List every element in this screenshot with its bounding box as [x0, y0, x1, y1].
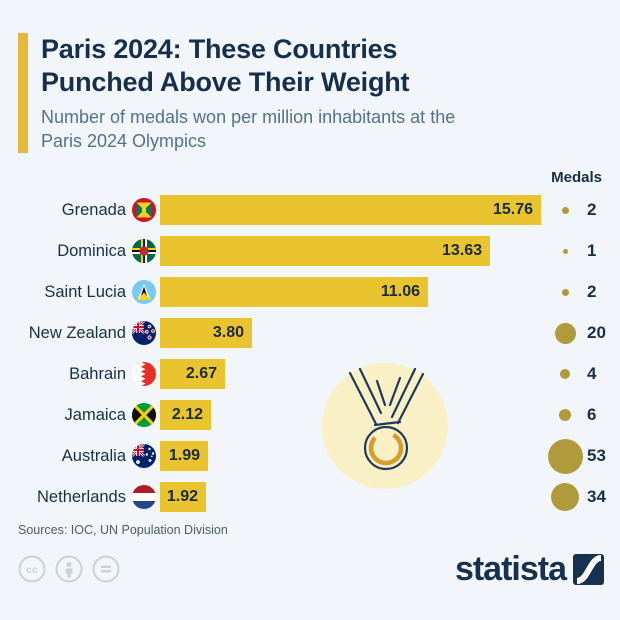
- bar-value-label: 15.76: [492, 201, 533, 219]
- bar-track: 11.06: [160, 277, 546, 308]
- page-title-line2: Punched Above Their Weight: [41, 66, 410, 97]
- australia-flag-icon: [132, 444, 156, 469]
- page-subtitle-line1: Number of medals won per million inhabit…: [41, 106, 456, 127]
- bar-track: 15.76: [160, 195, 546, 226]
- medal-count: 2: [587, 200, 597, 220]
- country-label: Grenada: [61, 200, 126, 219]
- cc-attribution-icon[interactable]: [55, 555, 83, 583]
- chart-row-new-zealand: New Zealand 3.80 20: [0, 318, 620, 349]
- medal-dot: [554, 322, 576, 344]
- grenada-flag-icon: [132, 198, 156, 223]
- bar-value-label: 1.92: [166, 488, 198, 506]
- bar: 1.92: [160, 482, 206, 513]
- bar-value-label: 13.63: [441, 242, 482, 260]
- medal-dot-box: [546, 355, 584, 393]
- bar-value-label: 2.67: [185, 365, 217, 383]
- medal-dot: [560, 369, 570, 380]
- country-label: Australia: [61, 446, 126, 465]
- medal-dot-box: [546, 396, 584, 434]
- bar-value-label: 1.99: [168, 447, 200, 465]
- page-subtitle: Number of medals won per million inhabit…: [41, 106, 455, 154]
- chart-row-bahrain: Bahrain 2.67 4: [0, 359, 620, 390]
- bahrain-flag-icon: [132, 362, 156, 387]
- medal-dot: [551, 483, 579, 512]
- saint-lucia-flag-icon: [132, 280, 156, 305]
- bar-track: 1.99: [160, 441, 546, 472]
- header-text: Paris 2024: These Countries Punched Abov…: [41, 33, 455, 153]
- medal-dot: [547, 438, 583, 474]
- bar: 15.76: [160, 195, 541, 226]
- cc-license-group[interactable]: cc: [18, 555, 120, 583]
- medal-dot-box: [546, 437, 584, 475]
- bar-track: 2.67: [160, 359, 546, 390]
- medal-dot: [562, 248, 568, 254]
- jamaica-flag-icon: [132, 403, 156, 428]
- medal-dot-box: [546, 478, 584, 516]
- chart-row-jamaica: Jamaica 2.12 6: [0, 400, 620, 431]
- medal-count: 34: [587, 487, 606, 507]
- new-zealand-flag-icon: [132, 321, 156, 346]
- olympic-medal-icon: [322, 363, 448, 489]
- netherlands-flag-icon: [132, 485, 156, 510]
- medal-dot-box: [546, 273, 584, 311]
- header: Paris 2024: These Countries Punched Abov…: [0, 0, 620, 154]
- bar-value-label: 2.12: [171, 406, 203, 424]
- chart-row-netherlands: Netherlands 1.92 34: [0, 482, 620, 513]
- bar-track: 3.80: [160, 318, 546, 349]
- country-label: Dominica: [57, 241, 126, 260]
- footer: cc statista: [0, 552, 620, 586]
- svg-text:cc: cc: [26, 564, 38, 576]
- page-subtitle-line2: Paris 2024 Olympics: [41, 130, 207, 151]
- statista-wordmark: statista: [454, 550, 567, 589]
- bar-track: 13.63: [160, 236, 546, 267]
- chart-row-dominica: Dominica 13.63 1: [0, 236, 620, 267]
- medal-dot-box: [546, 232, 584, 270]
- medal-dot: [559, 409, 571, 422]
- bar: 3.80: [160, 318, 252, 349]
- country-label: Netherlands: [37, 487, 126, 506]
- medal-count: 6: [587, 405, 597, 425]
- medal-dot-box: [546, 191, 584, 229]
- bar: 1.99: [160, 441, 208, 472]
- title-accent-bar: [18, 33, 28, 154]
- medal-count: 20: [587, 323, 606, 343]
- medal-count: 2: [587, 282, 597, 302]
- cc-license-icon[interactable]: cc: [18, 555, 46, 583]
- chart-row-saint-lucia: Saint Lucia 11.06 2: [0, 277, 620, 308]
- bar-chart: Grenada 15.76 2 Dominica: [0, 195, 620, 513]
- country-label: Saint Lucia: [44, 282, 126, 301]
- statista-logo-icon: [573, 553, 604, 585]
- medal-count: 1: [587, 241, 597, 261]
- source-note: Sources: IOC, UN Population Division: [18, 523, 228, 538]
- bar: 2.67: [160, 359, 225, 390]
- page-title-line1: Paris 2024: These Countries: [41, 34, 398, 64]
- bar-track: 2.12: [160, 400, 546, 431]
- bar: 11.06: [160, 277, 428, 308]
- bar-track: 1.92: [160, 482, 546, 513]
- medal-dot: [561, 206, 569, 214]
- chart-row-australia: Australia 1.99 53: [0, 438, 620, 474]
- country-label: Jamaica: [64, 405, 126, 424]
- country-label: New Zealand: [28, 323, 126, 342]
- medals-column-header: Medals: [551, 169, 602, 187]
- bar: 13.63: [160, 236, 490, 267]
- bar: 2.12: [160, 400, 211, 431]
- bar-value-label: 3.80: [212, 324, 244, 342]
- medal-dot: [561, 288, 569, 296]
- chart-row-grenada: Grenada 15.76 2: [0, 195, 620, 226]
- country-label: Bahrain: [69, 364, 126, 383]
- medal-dot-box: [546, 314, 584, 352]
- page-title: Paris 2024: These Countries Punched Abov…: [41, 33, 455, 99]
- dominica-flag-icon: [132, 239, 156, 264]
- medal-count: 4: [587, 364, 597, 384]
- statista-logo[interactable]: statista: [455, 552, 604, 586]
- cc-no-derivatives-icon[interactable]: [92, 555, 120, 583]
- medal-count: 53: [587, 446, 606, 466]
- bar-value-label: 11.06: [380, 283, 420, 301]
